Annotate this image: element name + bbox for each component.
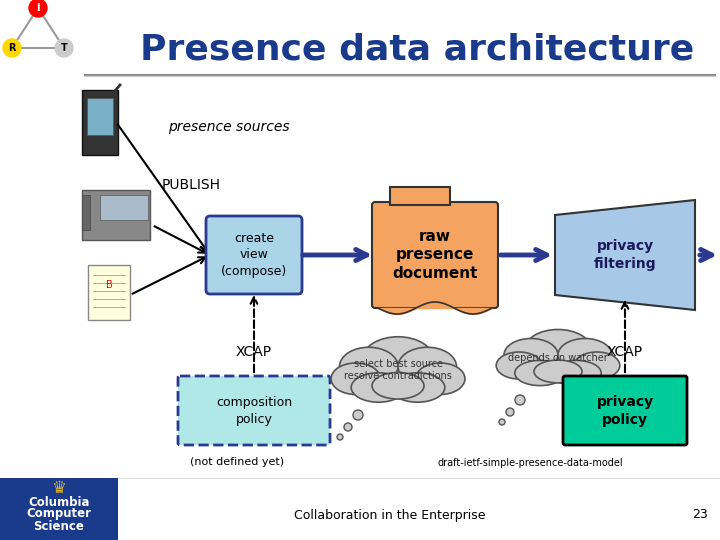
Ellipse shape [534,360,582,383]
Polygon shape [82,195,90,230]
Polygon shape [555,200,695,310]
Text: Presence data architecture: Presence data architecture [140,33,694,67]
Text: raw
presence
document: raw presence document [392,229,478,281]
Circle shape [344,423,352,431]
FancyBboxPatch shape [563,376,687,445]
Ellipse shape [362,337,433,382]
Ellipse shape [515,360,565,386]
Circle shape [3,39,21,57]
Text: select best source
resolve contradictions: select best source resolve contradiction… [344,359,452,381]
Ellipse shape [575,352,620,379]
Text: depends on watcher: depends on watcher [508,353,608,363]
Polygon shape [88,265,130,320]
Ellipse shape [504,339,558,372]
Text: T: T [60,43,68,53]
Text: (not defined yet): (not defined yet) [190,457,284,467]
Circle shape [506,408,514,416]
Text: 23: 23 [692,509,708,522]
Circle shape [499,419,505,425]
Text: Collaboration in the Enterprise: Collaboration in the Enterprise [294,509,486,522]
Ellipse shape [415,363,465,395]
Text: draft-ietf-simple-presence-data-model: draft-ietf-simple-presence-data-model [437,458,623,468]
Ellipse shape [525,329,591,368]
Bar [0,478,118,540]
Polygon shape [87,98,113,135]
FancyBboxPatch shape [206,216,302,294]
Text: ♛: ♛ [52,479,66,497]
Text: privacy
filtering: privacy filtering [594,239,657,271]
Ellipse shape [351,373,406,402]
Text: Computer: Computer [27,508,91,521]
Text: R: R [8,43,16,53]
Text: presence sources: presence sources [168,120,289,134]
Ellipse shape [331,363,380,395]
Circle shape [29,0,47,17]
Text: privacy
policy: privacy policy [596,395,654,427]
Text: Columbia: Columbia [28,496,90,509]
Polygon shape [82,90,118,155]
Circle shape [337,434,343,440]
Circle shape [353,410,363,420]
Text: Science: Science [34,519,84,532]
Circle shape [515,395,525,405]
Text: I: I [36,3,40,13]
Ellipse shape [398,347,456,386]
Text: B: B [106,280,113,290]
Ellipse shape [372,373,424,399]
Polygon shape [82,190,150,240]
Ellipse shape [551,360,601,386]
Text: XCAP: XCAP [607,345,643,359]
Polygon shape [100,195,148,220]
Polygon shape [390,187,450,205]
Ellipse shape [558,339,612,372]
Text: create
view
(compose): create view (compose) [221,232,287,279]
Ellipse shape [496,352,541,379]
Text: composition
policy: composition policy [216,396,292,426]
Ellipse shape [390,373,445,402]
Text: PUBLISH: PUBLISH [162,178,221,192]
FancyBboxPatch shape [178,376,330,445]
Text: XCAP: XCAP [236,345,272,359]
Circle shape [55,39,73,57]
Ellipse shape [340,347,398,386]
FancyBboxPatch shape [372,202,498,308]
